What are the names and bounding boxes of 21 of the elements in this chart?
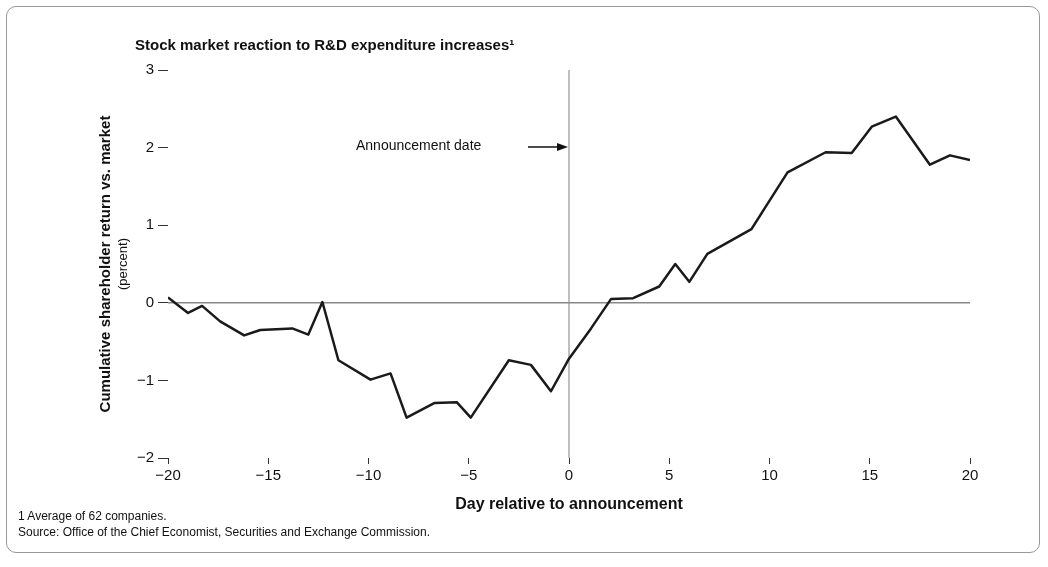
x-tick-label: −20 [155,466,181,484]
y-axis-title: Cumulative shareholder return vs. market (percent) [95,115,130,413]
y-tick-label: 0 [145,292,154,310]
x-tick-label: 20 [961,466,979,484]
x-tick-label: −10 [355,466,382,484]
text: 1 Average of 62 companies. [18,508,168,524]
x-tick-label: 5 [665,466,674,484]
annotation: Announcement date [356,137,482,153]
x-tick-label: −5 [460,466,478,484]
x-tick-label: −15 [255,466,281,484]
chart-title: Stock market reaction to R&D expenditure increases¹ [135,36,515,53]
y-tick-label: 1 [145,215,154,233]
y-tick-label: −2 [136,448,154,466]
x-tick-label: 0 [564,466,574,484]
y-tick-label: 3 [145,60,154,78]
x-axis-title: Day relative to announcement [455,494,684,512]
x-tick-label: 10 [761,466,778,484]
y-tick-label: 2 [145,137,154,155]
x-tick-label: 15 [861,466,879,484]
source-note: Source: Office of the Chief Economist, Securities and Exchange Commission. [18,524,430,540]
y-tick-label: −1 [136,370,154,388]
